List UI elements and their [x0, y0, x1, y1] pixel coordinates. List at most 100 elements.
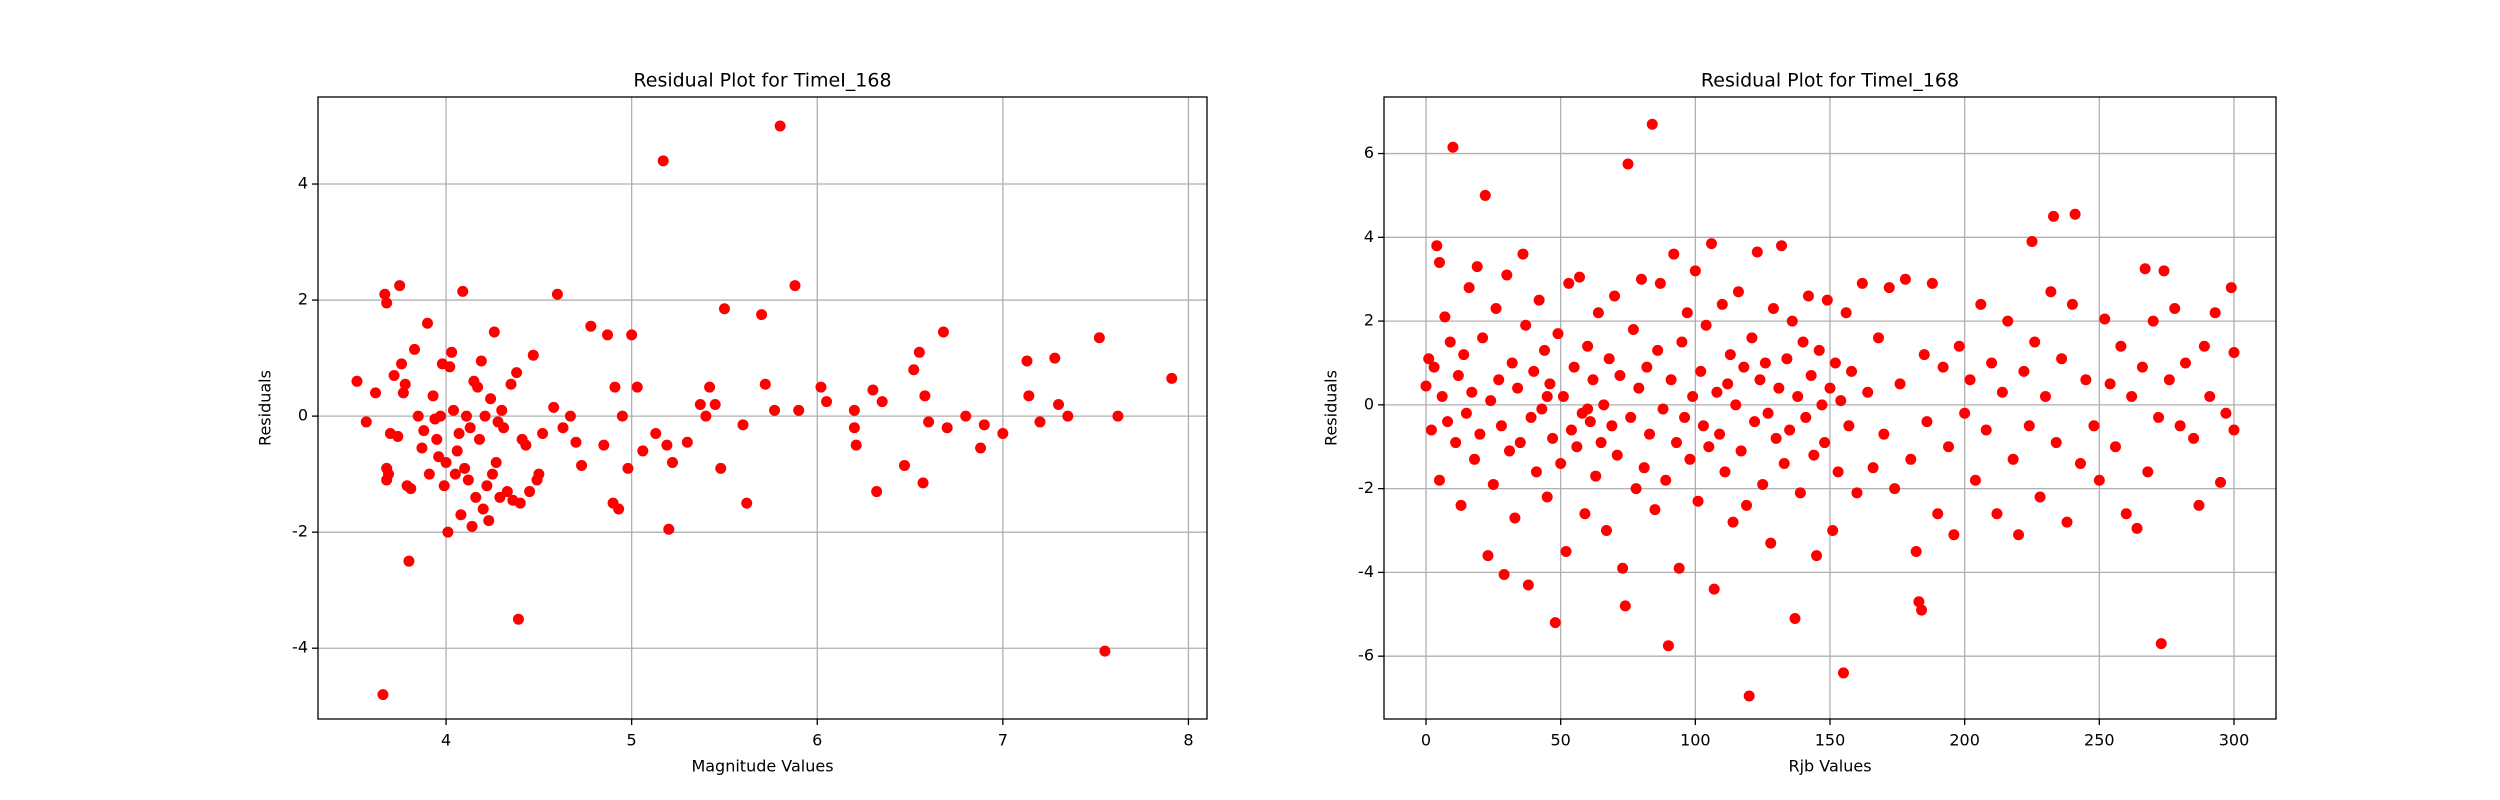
point	[1606, 420, 1618, 432]
point	[774, 120, 786, 132]
y-axis-label: Residuals	[256, 370, 275, 446]
point	[1843, 420, 1855, 432]
point	[913, 346, 925, 358]
point	[451, 445, 463, 457]
point	[1493, 374, 1505, 386]
point	[1560, 545, 1572, 557]
point	[666, 457, 678, 469]
point	[479, 410, 491, 422]
point	[2069, 208, 2081, 220]
point	[657, 155, 669, 167]
point	[1474, 428, 1486, 440]
point	[1444, 336, 1456, 348]
point	[431, 433, 443, 445]
point	[1668, 248, 1680, 260]
point	[551, 288, 563, 300]
point	[1595, 437, 1607, 449]
point	[1582, 403, 1594, 415]
point	[2029, 336, 2041, 348]
point	[1926, 277, 1938, 289]
point	[1471, 261, 1483, 273]
point	[427, 390, 439, 402]
point	[848, 404, 860, 416]
point	[481, 480, 493, 492]
point	[1633, 382, 1645, 394]
point	[923, 416, 935, 428]
point	[1867, 462, 1879, 474]
plot-frame	[1383, 96, 2277, 720]
point	[1913, 596, 1925, 608]
point	[1862, 386, 1874, 398]
point	[997, 428, 1009, 440]
point	[1916, 604, 1928, 616]
point	[1504, 445, 1516, 457]
point	[718, 303, 730, 315]
point	[1816, 399, 1828, 411]
y-tick-label: 2	[298, 290, 308, 309]
point	[616, 410, 628, 422]
point	[473, 433, 485, 445]
point	[700, 410, 712, 422]
point	[2056, 353, 2068, 365]
point	[537, 428, 549, 440]
x-tick-label: 4	[441, 731, 451, 750]
point	[2126, 390, 2138, 402]
point	[1582, 340, 1594, 352]
point	[850, 439, 862, 451]
point	[1679, 411, 1691, 423]
point	[512, 613, 524, 625]
point	[1093, 332, 1105, 344]
point	[383, 468, 395, 480]
point	[1716, 298, 1728, 310]
point	[1837, 667, 1849, 679]
point	[1549, 617, 1561, 629]
point	[447, 404, 459, 416]
point	[438, 480, 450, 492]
point	[1738, 361, 1750, 373]
point	[1714, 428, 1726, 440]
point	[613, 503, 625, 515]
point	[1722, 378, 1734, 390]
point	[1969, 474, 1981, 486]
point	[1530, 466, 1542, 478]
point	[409, 343, 421, 355]
point	[548, 401, 560, 413]
point	[533, 468, 545, 480]
point	[1514, 437, 1526, 449]
x-tick-label: 300	[2219, 731, 2250, 750]
point	[1689, 265, 1701, 277]
point	[2228, 424, 2240, 436]
point	[416, 442, 428, 454]
point	[1878, 428, 1890, 440]
point	[1622, 158, 1634, 170]
point	[1657, 403, 1669, 415]
point	[2109, 441, 2121, 453]
point	[789, 280, 801, 292]
point	[433, 451, 445, 463]
point	[1889, 483, 1901, 495]
point	[1687, 390, 1699, 402]
point	[1856, 277, 1868, 289]
point	[1541, 390, 1553, 402]
point	[2026, 236, 2038, 248]
point	[1980, 424, 1992, 436]
point	[1724, 349, 1736, 361]
x-tick-label: 250	[2084, 731, 2115, 750]
point	[1609, 290, 1621, 302]
point	[1034, 416, 1046, 428]
point	[1786, 315, 1798, 327]
point	[1452, 370, 1464, 382]
point	[1757, 478, 1769, 490]
point	[1479, 189, 1491, 201]
point	[2080, 374, 2092, 386]
point	[1433, 474, 1445, 486]
point	[1670, 437, 1682, 449]
point	[876, 396, 888, 408]
point	[1727, 516, 1739, 528]
point	[1522, 579, 1534, 591]
point	[498, 422, 510, 434]
point	[1778, 457, 1790, 469]
point	[2193, 499, 2205, 511]
point	[1797, 336, 1809, 348]
point	[871, 486, 883, 498]
